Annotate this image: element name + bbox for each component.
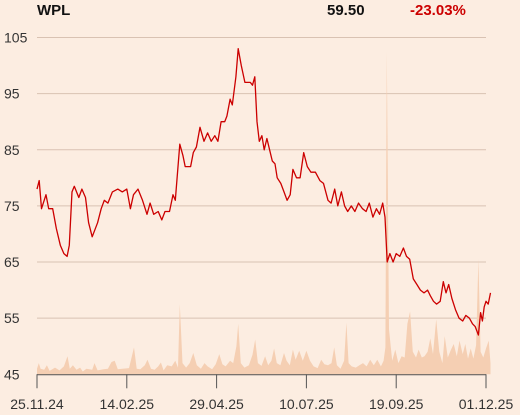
y-tick-label-75: 75	[4, 198, 20, 214]
ticker-symbol: WPL	[37, 2, 71, 19]
x-axis: 25.11.24 14.02.25 29.04.25 10.07.25 19.09.25…	[10, 374, 513, 412]
y-tick-label-55: 55	[4, 310, 20, 326]
x-tick-label-3: 10.07.25	[279, 396, 334, 412]
y-axis-ticks: 45 55 65 75 85 95 105	[4, 30, 28, 383]
y-tick-label-85: 85	[4, 142, 20, 158]
percent-change: -23.03%	[410, 2, 466, 19]
y-tick-label-65: 65	[4, 254, 20, 270]
x-tick-label-4: 19.09.25	[369, 396, 424, 412]
x-tick-label-5: 01.12.25	[459, 396, 514, 412]
volume-area-shape	[37, 51, 491, 375]
y-tick-label-95: 95	[4, 86, 20, 102]
grid-lines	[37, 37, 486, 375]
x-tick-label-1: 14.02.25	[100, 396, 155, 412]
price-line-group	[36, 48, 492, 336]
price-line	[36, 48, 492, 336]
x-tick-label-2: 29.04.25	[189, 396, 244, 412]
last-price: 59.50	[327, 2, 365, 19]
y-tick-label-105: 105	[4, 30, 28, 46]
x-tick-label-0: 25.11.24	[10, 396, 64, 412]
y-tick-label-45: 45	[4, 366, 20, 382]
volume-area	[37, 51, 491, 375]
